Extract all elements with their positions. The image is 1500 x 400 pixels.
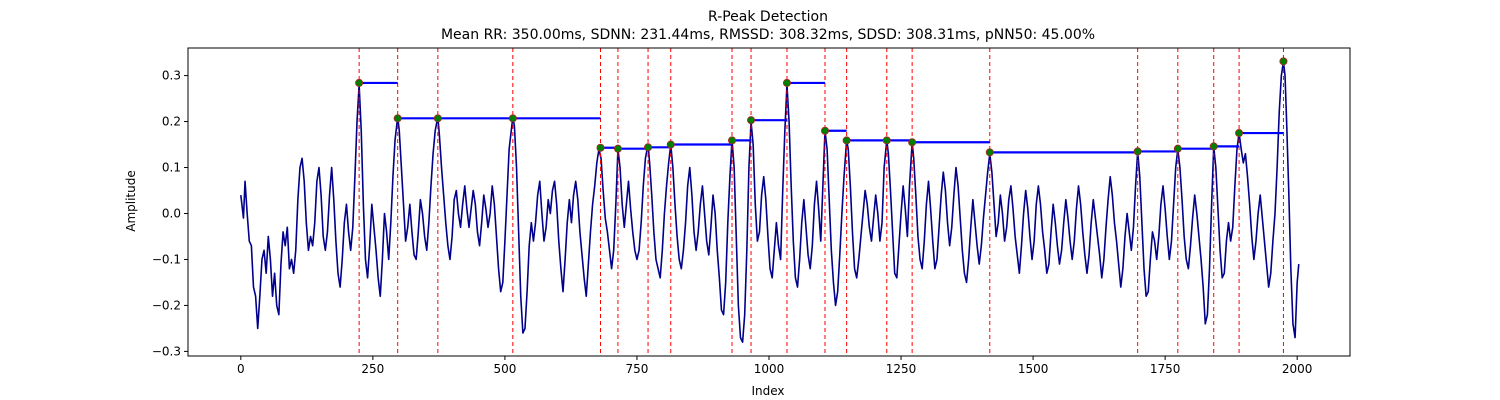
r-peak-marker-14 [908,138,917,147]
r-peak-marker-20 [1279,57,1288,66]
ecg-signal-line [240,60,1300,344]
r-peak-marker-11 [820,126,829,135]
r-peak-marker-16 [1133,147,1142,156]
y-tick-label-0: −0.3 [152,344,181,358]
y-axis: −0.3 −0.2 −0.1 0.0 0.1 0.2 0.3 [152,69,188,358]
x-tick-label-8: 2000 [1282,362,1313,376]
x-tick-label-2: 500 [493,362,516,376]
r-peak-marker-17 [1173,144,1182,153]
r-peak-marker-6 [644,143,653,152]
r-peak-marker-19 [1235,129,1244,138]
y-tick-label-1: −0.2 [152,298,181,312]
y-axis-label: Amplitude [124,170,138,232]
x-axis: 0 250 500 750 1000 1250 1500 1750 2000 [237,356,1312,376]
x-tick-label-7: 1750 [1150,362,1181,376]
r-peak-marker-9 [747,116,756,125]
r-peak-marker-1 [393,114,402,123]
y-tick-label-6: 0.3 [162,69,181,83]
x-tick-label-0: 0 [237,362,245,376]
y-tick-label-5: 0.2 [162,115,181,129]
y-tick-label-2: −0.1 [152,252,181,266]
x-tick-label-3: 750 [626,362,649,376]
r-peak-marker-4 [596,143,605,152]
r-peak-marker-12 [842,136,851,145]
y-tick-label-3: 0.0 [162,206,181,220]
x-tick-label-5: 1250 [886,362,917,376]
r-peak-marker-8 [728,136,737,145]
plot-area [187,47,1351,357]
r-peak-marker-5 [613,144,622,153]
y-tick-label-4: 0.1 [162,161,181,175]
x-axis-label: Index [751,384,784,398]
x-tick-label-1: 250 [361,362,384,376]
r-peak-marker-0 [355,78,364,87]
r-peak-marker-10 [782,78,791,87]
r-peak-marker-15 [985,148,994,157]
r-peak-marker-7 [666,140,675,149]
x-tick-label-6: 1500 [1018,362,1049,376]
chart-subtitle: Mean RR: 350.00ms, SDNN: 231.44ms, RMSSD… [441,27,1095,43]
r-peak-marker-3 [508,114,517,123]
x-tick-label-4: 1000 [754,362,785,376]
r-peak-marker-13 [882,136,891,145]
r-peak-marker-2 [433,114,442,123]
chart-title: R-Peak Detection [708,9,828,25]
r-peak-marker-18 [1209,142,1218,151]
